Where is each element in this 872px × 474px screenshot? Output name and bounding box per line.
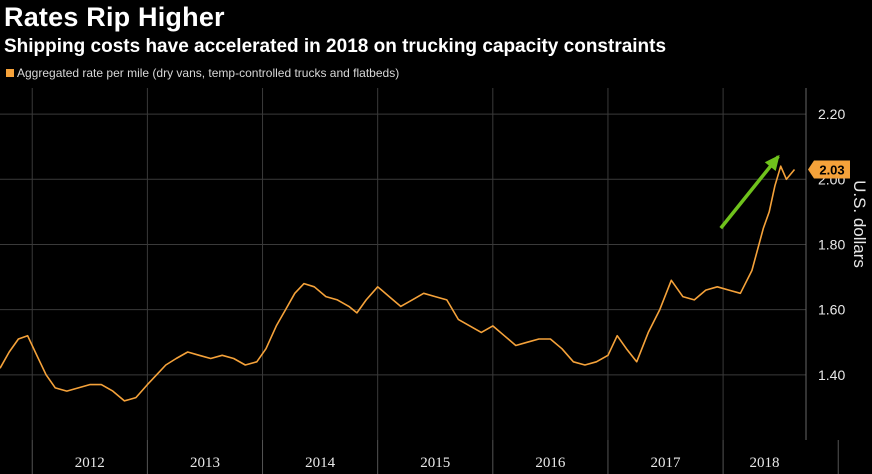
- last-value-badge: [808, 160, 850, 179]
- y-tick-label: 1.40: [818, 367, 845, 383]
- y-tick-label: 2.20: [818, 106, 845, 122]
- x-tick-label: 2017: [651, 455, 682, 471]
- x-tick-label: 2014: [305, 455, 336, 471]
- y-axis-title: U.S. dollars: [850, 180, 869, 268]
- x-tick-label: 2012: [75, 455, 105, 471]
- grid: [0, 88, 806, 440]
- y-tick-label: 1.80: [818, 236, 845, 252]
- x-tick-label: 2018: [750, 455, 780, 471]
- last-value-label: 2.03: [819, 162, 844, 177]
- legend-swatch: [6, 69, 14, 77]
- series-line: [0, 165, 796, 402]
- annotation-layer: [719, 154, 780, 230]
- chart-title: Rates Rip Higher: [4, 2, 225, 32]
- chart-subtitle: Shipping costs have accelerated in 2018 …: [4, 36, 667, 57]
- series-layer: [0, 165, 796, 402]
- y-tick-label: 1.60: [818, 302, 845, 318]
- legend: Aggregated rate per mile (dry vans, temp…: [6, 66, 399, 80]
- x-tick-label: 2013: [190, 455, 220, 471]
- legend-label: Aggregated rate per mile (dry vans, temp…: [17, 66, 400, 80]
- x-tick-label: 2015: [420, 455, 450, 471]
- trend-arrow-shaft: [719, 155, 780, 230]
- x-tick-label: 2016: [535, 455, 566, 471]
- trend-arrowhead: [764, 154, 780, 171]
